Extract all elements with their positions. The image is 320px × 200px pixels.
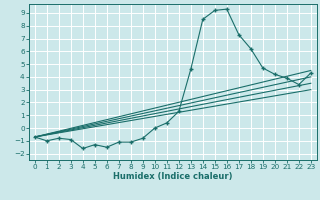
X-axis label: Humidex (Indice chaleur): Humidex (Indice chaleur): [113, 172, 233, 181]
